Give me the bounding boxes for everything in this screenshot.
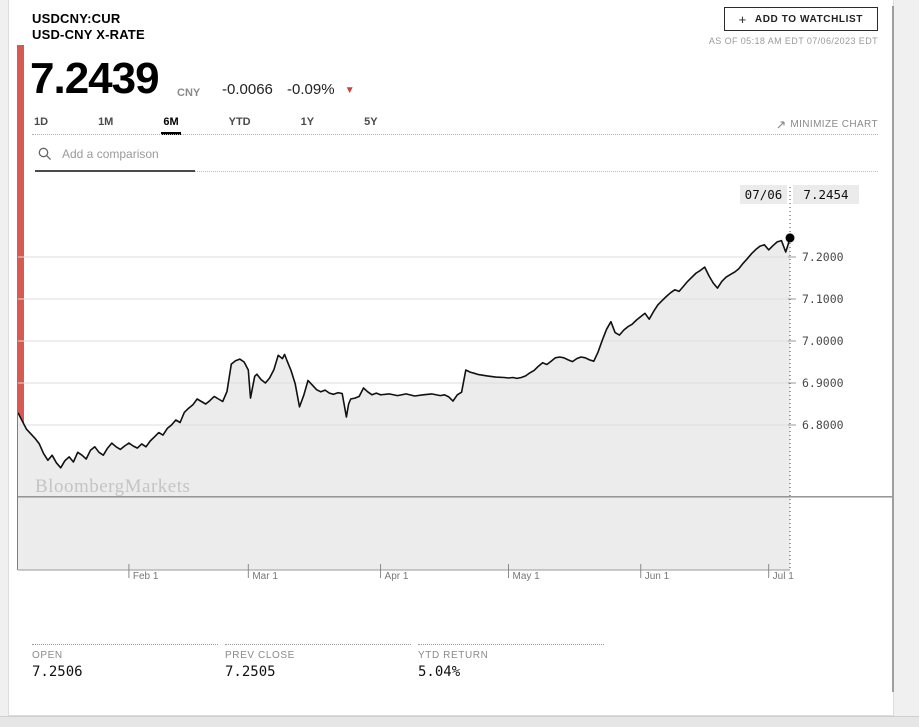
stat-value: 7.2506 [32, 664, 83, 680]
stat-value: 7.2505 [225, 664, 276, 680]
chart-area-fill [18, 237, 790, 570]
last-point-dot [785, 233, 795, 243]
search-separator [195, 171, 878, 172]
down-triangle-icon: ▼ [344, 85, 355, 96]
as-of-timestamp: AS OF 05:18 AM EDT 07/06/2023 EDT [708, 36, 878, 46]
x-axis-label: May 1 [512, 571, 540, 582]
stat-value: 5.04% [418, 664, 461, 680]
tab-5y[interactable]: 5Y [364, 116, 378, 128]
crosshair-date-label: 07/06 [745, 187, 783, 202]
price-line [17, 237, 791, 469]
crosshair-date-box [740, 185, 787, 204]
stat-label: PREV CLOSE [225, 650, 295, 661]
x-axis-label: Apr 1 [385, 571, 409, 582]
ticker-symbol: USDCNY:CUR [32, 11, 121, 26]
tab-1y[interactable]: 1Y [300, 116, 315, 128]
plus-icon: + [738, 11, 747, 27]
minimize-label: MINIMIZE CHART [790, 119, 878, 130]
y-axis-label: 7.1000 [802, 292, 844, 306]
add-to-watchlist-button[interactable]: + ADD TO WATCHLIST [723, 7, 878, 31]
comparison-search [38, 146, 214, 162]
vertical-scrollbar[interactable] [892, 6, 894, 692]
security-name: USD-CNY X-RATE [32, 27, 145, 42]
comparison-search-input[interactable] [60, 146, 214, 162]
x-axis-label: Mar 1 [252, 571, 278, 582]
search-underline [35, 170, 195, 172]
price-chart[interactable]: Feb 1 Mar 1 Apr 1 May 1 Jun 1 Jul 1 7.2000 7.10… [17, 185, 893, 585]
stat-open: OPEN 7.2506 [32, 644, 218, 680]
watchlist-button-label: ADD TO WATCHLIST [754, 13, 863, 25]
price-currency: CNY [177, 87, 201, 99]
tabs-separator [32, 134, 878, 135]
search-icon [38, 147, 52, 161]
red-accent-bar [17, 45, 24, 450]
last-price: 7.2439 [30, 54, 160, 103]
horizontal-scrollbar-track[interactable] [0, 716, 919, 727]
y-axis-label: 6.9000 [802, 376, 844, 390]
minimize-chart-button[interactable]: MINIMIZE CHART [776, 119, 878, 130]
tab-1m[interactable]: 1M [98, 116, 114, 128]
tab-6m[interactable]: 6M [161, 116, 181, 135]
range-tabs: 1D 1M 6M YTD 1Y 5Y [32, 116, 380, 135]
crosshair-price-label: 7.2454 [803, 187, 848, 202]
change-absolute: -0.0066 [222, 81, 273, 98]
change-percent: -0.09% [287, 81, 335, 98]
x-axis-label: Jun 1 [645, 571, 670, 582]
tab-1d[interactable]: 1D [34, 116, 49, 128]
tab-ytd[interactable]: YTD [228, 116, 251, 128]
y-axis-label: 7.2000 [802, 250, 844, 264]
stat-label: OPEN [32, 650, 63, 661]
y-axis-label: 7.0000 [802, 334, 844, 348]
price-chart-svg: Feb 1 Mar 1 Apr 1 May 1 Jun 1 Jul 1 7.2000 7.10… [17, 185, 893, 582]
x-axis-label: Jul 1 [773, 571, 795, 582]
stat-label: YTD RETURN [418, 650, 489, 661]
watermark: BloombergMarkets [35, 476, 190, 497]
crosshair-price-box [793, 185, 859, 204]
minimize-icon [777, 120, 785, 128]
y-axis-label: 6.8000 [802, 418, 844, 432]
quote-stats: OPEN 7.2506 PREV CLOSE 7.2505 YTD RETURN 5.04… [32, 644, 604, 680]
stat-ytd-return: YTD RETURN 5.04% [418, 644, 604, 680]
x-axis-label: Feb 1 [133, 571, 159, 582]
stat-prev-close: PREV CLOSE 7.2505 [225, 644, 411, 680]
price-change: -0.0066 -0.09% ▼ [222, 81, 355, 98]
